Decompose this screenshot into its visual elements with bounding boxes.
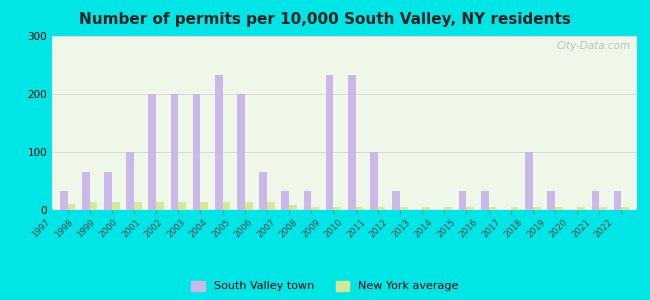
Text: 1997: 1997 xyxy=(31,218,52,239)
Bar xyxy=(525,152,533,210)
Text: Number of permits per 10,000 South Valley, NY residents: Number of permits per 10,000 South Valle… xyxy=(79,12,571,27)
Bar xyxy=(533,207,541,210)
Bar xyxy=(326,75,333,210)
Bar xyxy=(599,207,607,210)
Text: City-Data.com: City-Data.com xyxy=(557,41,631,51)
Bar xyxy=(459,191,467,210)
Bar xyxy=(245,202,253,210)
Bar xyxy=(90,202,97,210)
Bar xyxy=(555,207,563,210)
Bar xyxy=(289,206,297,210)
Bar xyxy=(259,172,267,210)
Bar xyxy=(222,202,230,210)
Text: 2012: 2012 xyxy=(368,218,389,239)
Bar xyxy=(281,191,289,210)
Bar xyxy=(547,191,555,210)
Text: 2021: 2021 xyxy=(570,218,592,239)
Text: 1999: 1999 xyxy=(75,218,97,239)
Text: 2020: 2020 xyxy=(547,218,569,239)
Text: 2017: 2017 xyxy=(480,218,502,239)
Bar xyxy=(378,207,385,210)
Bar xyxy=(60,191,68,210)
Text: 2010: 2010 xyxy=(322,218,344,239)
Bar xyxy=(392,191,400,210)
Text: 2022: 2022 xyxy=(593,218,614,239)
Text: 2004: 2004 xyxy=(188,218,209,239)
Bar xyxy=(489,207,497,210)
Text: 2014: 2014 xyxy=(413,218,434,239)
Bar xyxy=(104,172,112,210)
Bar xyxy=(192,94,200,210)
Bar xyxy=(156,202,164,210)
Bar xyxy=(614,191,621,210)
Bar xyxy=(422,207,430,210)
Bar xyxy=(592,191,599,210)
Bar xyxy=(148,94,156,210)
Bar xyxy=(178,202,186,210)
Bar xyxy=(577,207,585,210)
Bar xyxy=(481,191,489,210)
Bar xyxy=(126,152,134,210)
Bar xyxy=(356,207,363,210)
Text: 2002: 2002 xyxy=(142,218,164,239)
Bar xyxy=(134,202,142,210)
Text: 2001: 2001 xyxy=(120,218,142,239)
Text: 2006: 2006 xyxy=(233,218,255,239)
Bar xyxy=(200,202,208,210)
Bar xyxy=(112,202,120,210)
Text: 2009: 2009 xyxy=(300,218,322,239)
Text: 2018: 2018 xyxy=(502,218,525,239)
Text: 2013: 2013 xyxy=(390,218,412,239)
Text: 2015: 2015 xyxy=(435,218,457,239)
Text: 2003: 2003 xyxy=(165,218,187,239)
Bar xyxy=(400,207,408,210)
Text: 2000: 2000 xyxy=(98,218,120,239)
Bar xyxy=(237,94,245,210)
Bar xyxy=(621,207,629,210)
Bar xyxy=(333,207,341,210)
Text: 2011: 2011 xyxy=(345,218,367,239)
Bar xyxy=(467,207,474,210)
Bar xyxy=(444,207,452,210)
Bar xyxy=(170,94,178,210)
Bar xyxy=(511,207,519,210)
Bar xyxy=(304,191,311,210)
Bar xyxy=(267,202,275,210)
Text: 2008: 2008 xyxy=(278,218,300,239)
Text: 2016: 2016 xyxy=(458,218,480,239)
Bar xyxy=(215,75,222,210)
Text: 2019: 2019 xyxy=(525,218,547,239)
Bar xyxy=(82,172,90,210)
Text: 2005: 2005 xyxy=(210,218,232,239)
Text: 1998: 1998 xyxy=(53,218,75,239)
Bar xyxy=(348,75,356,210)
Bar xyxy=(311,207,319,210)
Legend: South Valley town, New York average: South Valley town, New York average xyxy=(191,281,459,291)
Bar xyxy=(68,204,75,210)
Text: 2007: 2007 xyxy=(255,218,277,239)
Bar xyxy=(370,152,378,210)
